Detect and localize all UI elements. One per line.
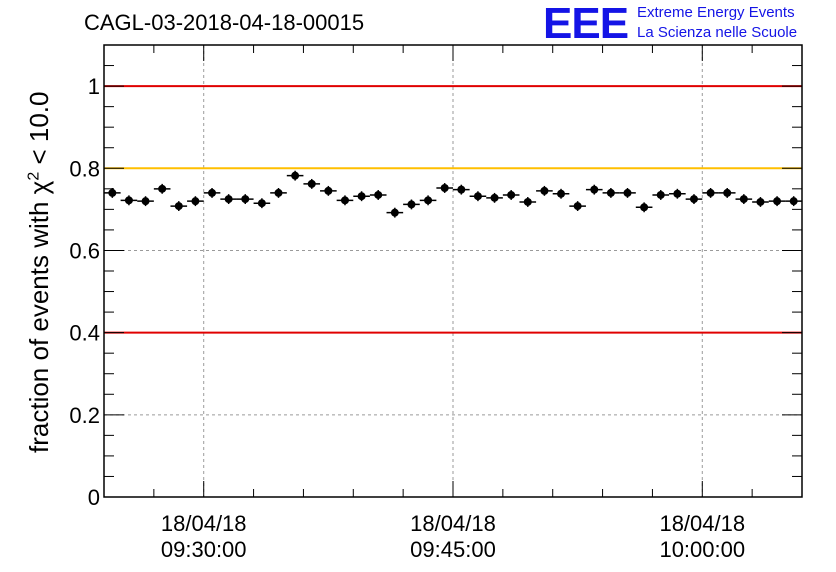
data-point (789, 197, 798, 206)
data-point (108, 188, 117, 197)
logo-text-line2: La Scienza nelle Scuole (637, 24, 798, 41)
data-point (158, 184, 167, 193)
x-tick-label-date: 18/04/18 (410, 511, 496, 536)
chart-title: CAGL-03-2018-04-18-00015 (84, 10, 365, 35)
data-point (640, 203, 649, 212)
logo-mark: EEE (543, 0, 629, 48)
y-tick-label: 0.2 (69, 403, 100, 428)
data-point (357, 192, 366, 201)
y-tick-label: 0 (88, 485, 100, 510)
data-point (756, 197, 765, 206)
data-point (141, 197, 150, 206)
data-point (407, 200, 416, 209)
data-point (424, 196, 433, 205)
data-point (208, 188, 217, 197)
data-point (241, 195, 250, 204)
x-tick-label-date: 18/04/18 (161, 511, 247, 536)
logo-text-line1: Extreme Energy Events (637, 4, 795, 21)
data-point (457, 185, 466, 194)
data-point (224, 195, 233, 204)
data-point (307, 179, 316, 188)
y-tick-label: 0.6 (69, 238, 100, 263)
data-point (390, 208, 399, 217)
data-point (540, 186, 549, 195)
x-tick-label-time: 09:45:00 (410, 537, 496, 562)
data-point (590, 185, 599, 194)
data-point (689, 195, 698, 204)
data-point (124, 196, 133, 205)
data-point (324, 186, 333, 195)
data-point (773, 197, 782, 206)
data-point (490, 193, 499, 202)
x-tick-label-date: 18/04/18 (659, 511, 745, 536)
y-tick-label: 1 (88, 74, 100, 99)
data-point (507, 190, 516, 199)
data-point (174, 202, 183, 211)
data-point (523, 197, 532, 206)
data-point (191, 197, 200, 206)
data-point (274, 188, 283, 197)
data-point (340, 196, 349, 205)
data-point (673, 189, 682, 198)
data-point (723, 188, 732, 197)
data-point (291, 171, 300, 180)
x-tick-label-time: 09:30:00 (161, 537, 247, 562)
data-point (557, 189, 566, 198)
data-point (606, 188, 615, 197)
data-point (440, 183, 449, 192)
data-point (706, 188, 715, 197)
data-point (739, 195, 748, 204)
data-point (257, 199, 266, 208)
data-point (573, 202, 582, 211)
y-tick-label: 0.8 (69, 156, 100, 181)
data-point (623, 188, 632, 197)
data-point (374, 190, 383, 199)
y-tick-label: 0.4 (69, 321, 100, 346)
data-point (473, 192, 482, 201)
x-tick-label-time: 10:00:00 (659, 537, 745, 562)
data-point (656, 190, 665, 199)
